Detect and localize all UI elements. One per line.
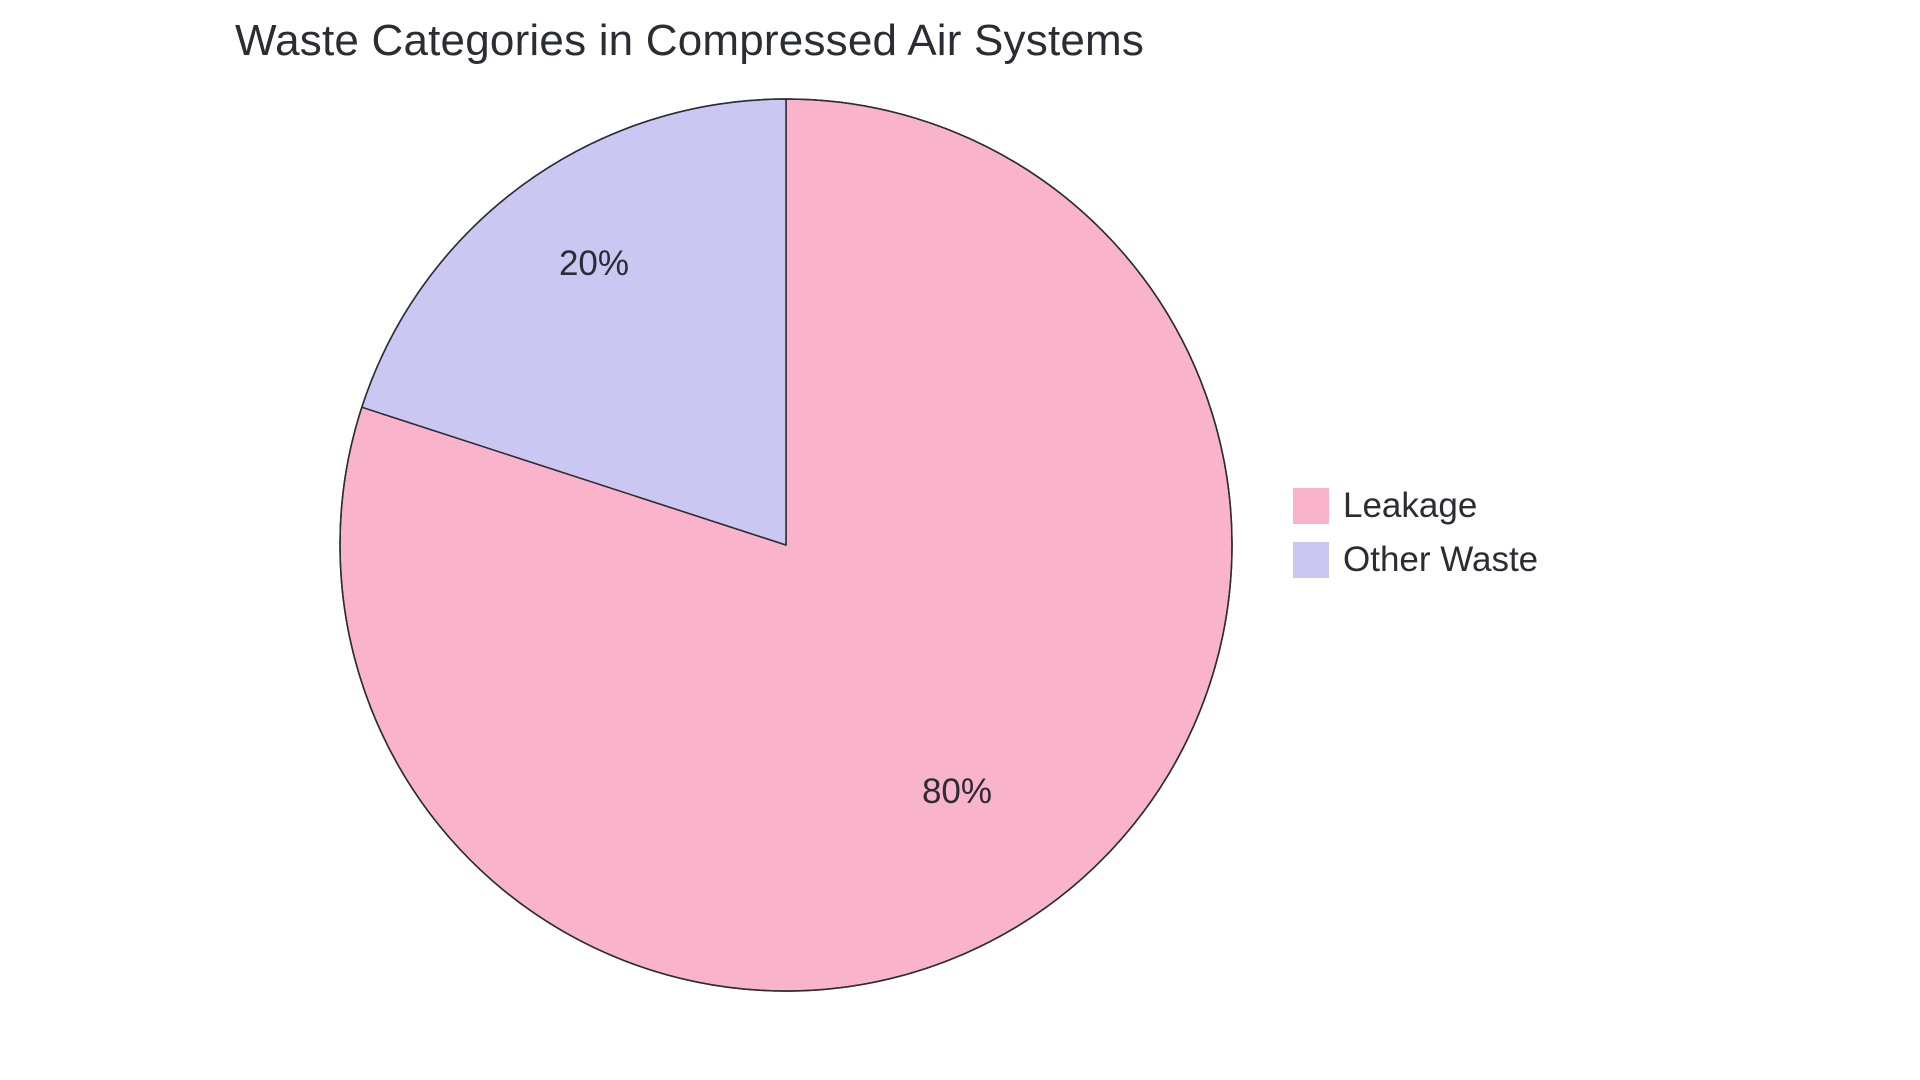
legend-item-other-waste: Other Waste — [1293, 540, 1538, 580]
pie-svg — [336, 95, 1236, 995]
pie-area — [336, 95, 1236, 995]
slice-label-leakage: 80% — [922, 772, 992, 812]
legend: Leakage Other Waste — [1293, 486, 1538, 580]
legend-swatch — [1293, 542, 1329, 578]
legend-label: Other Waste — [1343, 540, 1538, 580]
legend-item-leakage: Leakage — [1293, 486, 1538, 526]
slice-label-other-waste: 20% — [559, 244, 629, 284]
legend-swatch — [1293, 488, 1329, 524]
pie-chart-container: Waste Categories in Compressed Air Syste… — [0, 0, 1920, 1080]
legend-label: Leakage — [1343, 486, 1477, 526]
chart-title: Waste Categories in Compressed Air Syste… — [235, 16, 1144, 66]
